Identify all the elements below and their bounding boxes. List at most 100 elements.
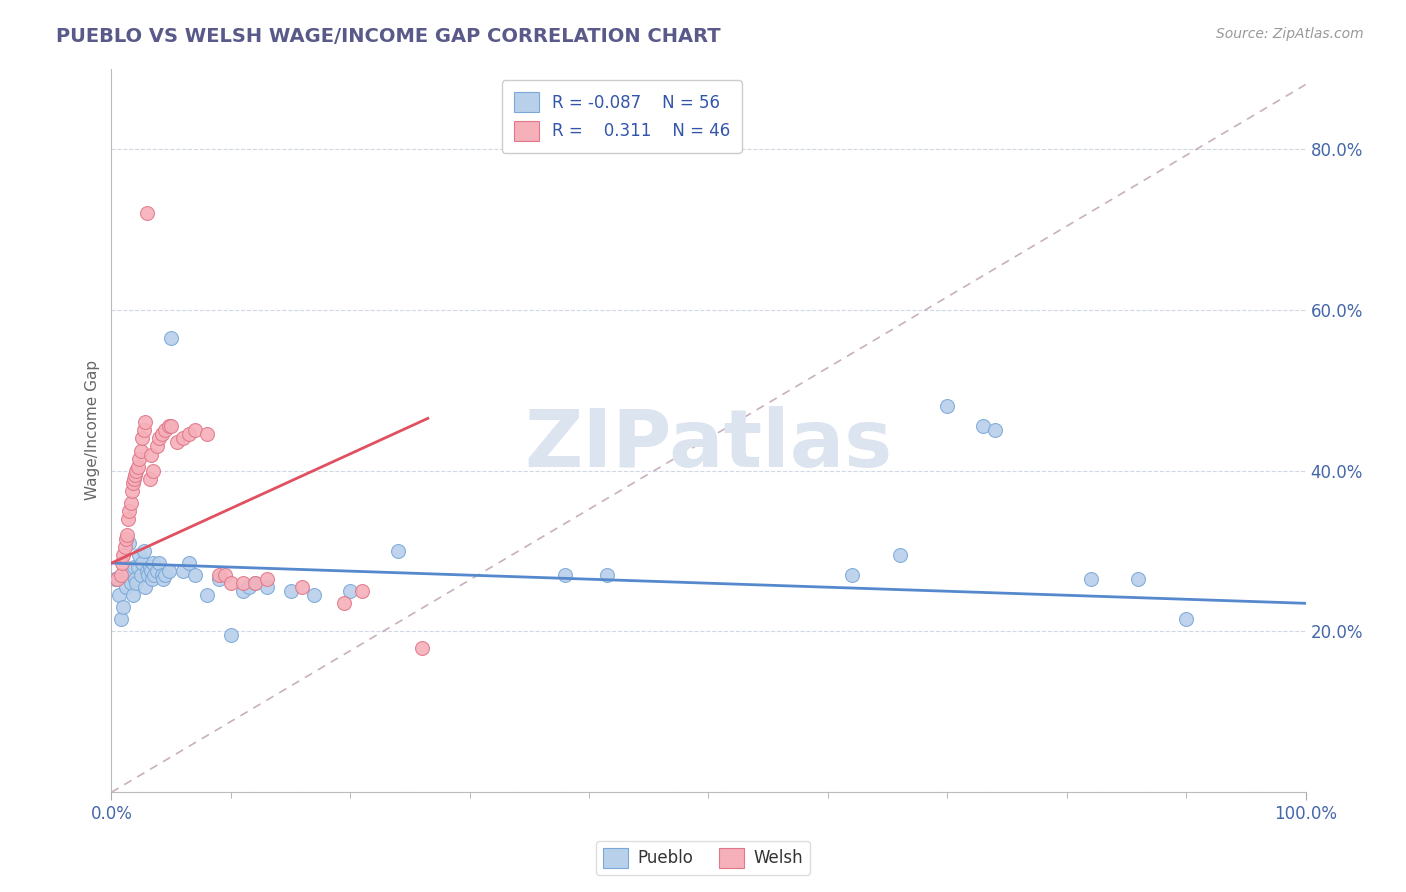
Point <box>124 467 146 482</box>
Point <box>411 640 433 655</box>
Point <box>112 548 135 562</box>
Point <box>146 440 169 454</box>
Point <box>121 483 143 498</box>
Point <box>153 424 176 438</box>
Point <box>125 576 148 591</box>
Point <box>280 584 302 599</box>
Text: ZIPatlas: ZIPatlas <box>524 406 893 483</box>
Point <box>141 572 163 586</box>
Point <box>889 548 911 562</box>
Point <box>122 560 145 574</box>
Point <box>143 568 166 582</box>
Point <box>219 576 242 591</box>
Point <box>153 568 176 582</box>
Point <box>333 596 356 610</box>
Point <box>172 564 194 578</box>
Point <box>111 556 134 570</box>
Point <box>129 568 152 582</box>
Point <box>304 588 326 602</box>
Point <box>132 424 155 438</box>
Point <box>150 427 173 442</box>
Point <box>132 544 155 558</box>
Point <box>122 472 145 486</box>
Point <box>214 568 236 582</box>
Point <box>134 415 156 429</box>
Point <box>105 572 128 586</box>
Point <box>136 206 159 220</box>
Legend: Pueblo, Welsh: Pueblo, Welsh <box>596 841 810 875</box>
Point <box>238 580 260 594</box>
Point <box>128 451 150 466</box>
Point <box>115 568 138 582</box>
Point <box>157 419 180 434</box>
Point <box>596 568 619 582</box>
Text: PUEBLO VS WELSH WAGE/INCOME GAP CORRELATION CHART: PUEBLO VS WELSH WAGE/INCOME GAP CORRELAT… <box>56 27 721 45</box>
Point <box>115 528 138 542</box>
Point <box>984 424 1007 438</box>
Point <box>138 472 160 486</box>
Point <box>972 419 994 434</box>
Point <box>118 504 141 518</box>
Point <box>184 424 207 438</box>
Point <box>339 584 361 599</box>
Point <box>148 556 170 570</box>
Point <box>166 435 188 450</box>
Point <box>152 572 174 586</box>
Point <box>129 443 152 458</box>
Point <box>936 399 959 413</box>
Point <box>387 544 409 558</box>
Point <box>243 576 266 591</box>
Point <box>150 568 173 582</box>
Point <box>146 564 169 578</box>
Point <box>1128 572 1150 586</box>
Point <box>139 564 162 578</box>
Point <box>172 432 194 446</box>
Point <box>131 556 153 570</box>
Point <box>1175 612 1198 626</box>
Point <box>122 475 145 490</box>
Point <box>208 572 231 586</box>
Point <box>131 432 153 446</box>
Point <box>114 532 136 546</box>
Point <box>184 568 207 582</box>
Point <box>136 564 159 578</box>
Point <box>208 568 231 582</box>
Point <box>110 612 132 626</box>
Point <box>120 576 142 591</box>
Point <box>841 568 863 582</box>
Point <box>112 600 135 615</box>
Point <box>138 560 160 574</box>
Point <box>110 568 132 582</box>
Point <box>120 496 142 510</box>
Text: Source: ZipAtlas.com: Source: ZipAtlas.com <box>1216 27 1364 41</box>
Point <box>124 572 146 586</box>
Point <box>122 588 145 602</box>
Point <box>195 588 218 602</box>
Point <box>160 331 183 345</box>
Y-axis label: Wage/Income Gap: Wage/Income Gap <box>86 360 100 500</box>
Point <box>1080 572 1102 586</box>
Point <box>142 464 165 478</box>
Legend: R = -0.087    N = 56, R =    0.311    N = 46: R = -0.087 N = 56, R = 0.311 N = 46 <box>502 80 742 153</box>
Point <box>125 464 148 478</box>
Point <box>104 572 127 586</box>
Point <box>352 584 374 599</box>
Point <box>118 536 141 550</box>
Point <box>554 568 576 582</box>
Point <box>138 568 160 582</box>
Point <box>232 584 254 599</box>
Point <box>107 588 129 602</box>
Point <box>291 580 314 594</box>
Point <box>232 576 254 591</box>
Point <box>243 576 266 591</box>
Point <box>142 556 165 570</box>
Point <box>177 427 200 442</box>
Point <box>219 628 242 642</box>
Point <box>128 548 150 562</box>
Point <box>139 448 162 462</box>
Point <box>256 572 278 586</box>
Point <box>114 580 136 594</box>
Point <box>256 580 278 594</box>
Point <box>134 580 156 594</box>
Point <box>157 564 180 578</box>
